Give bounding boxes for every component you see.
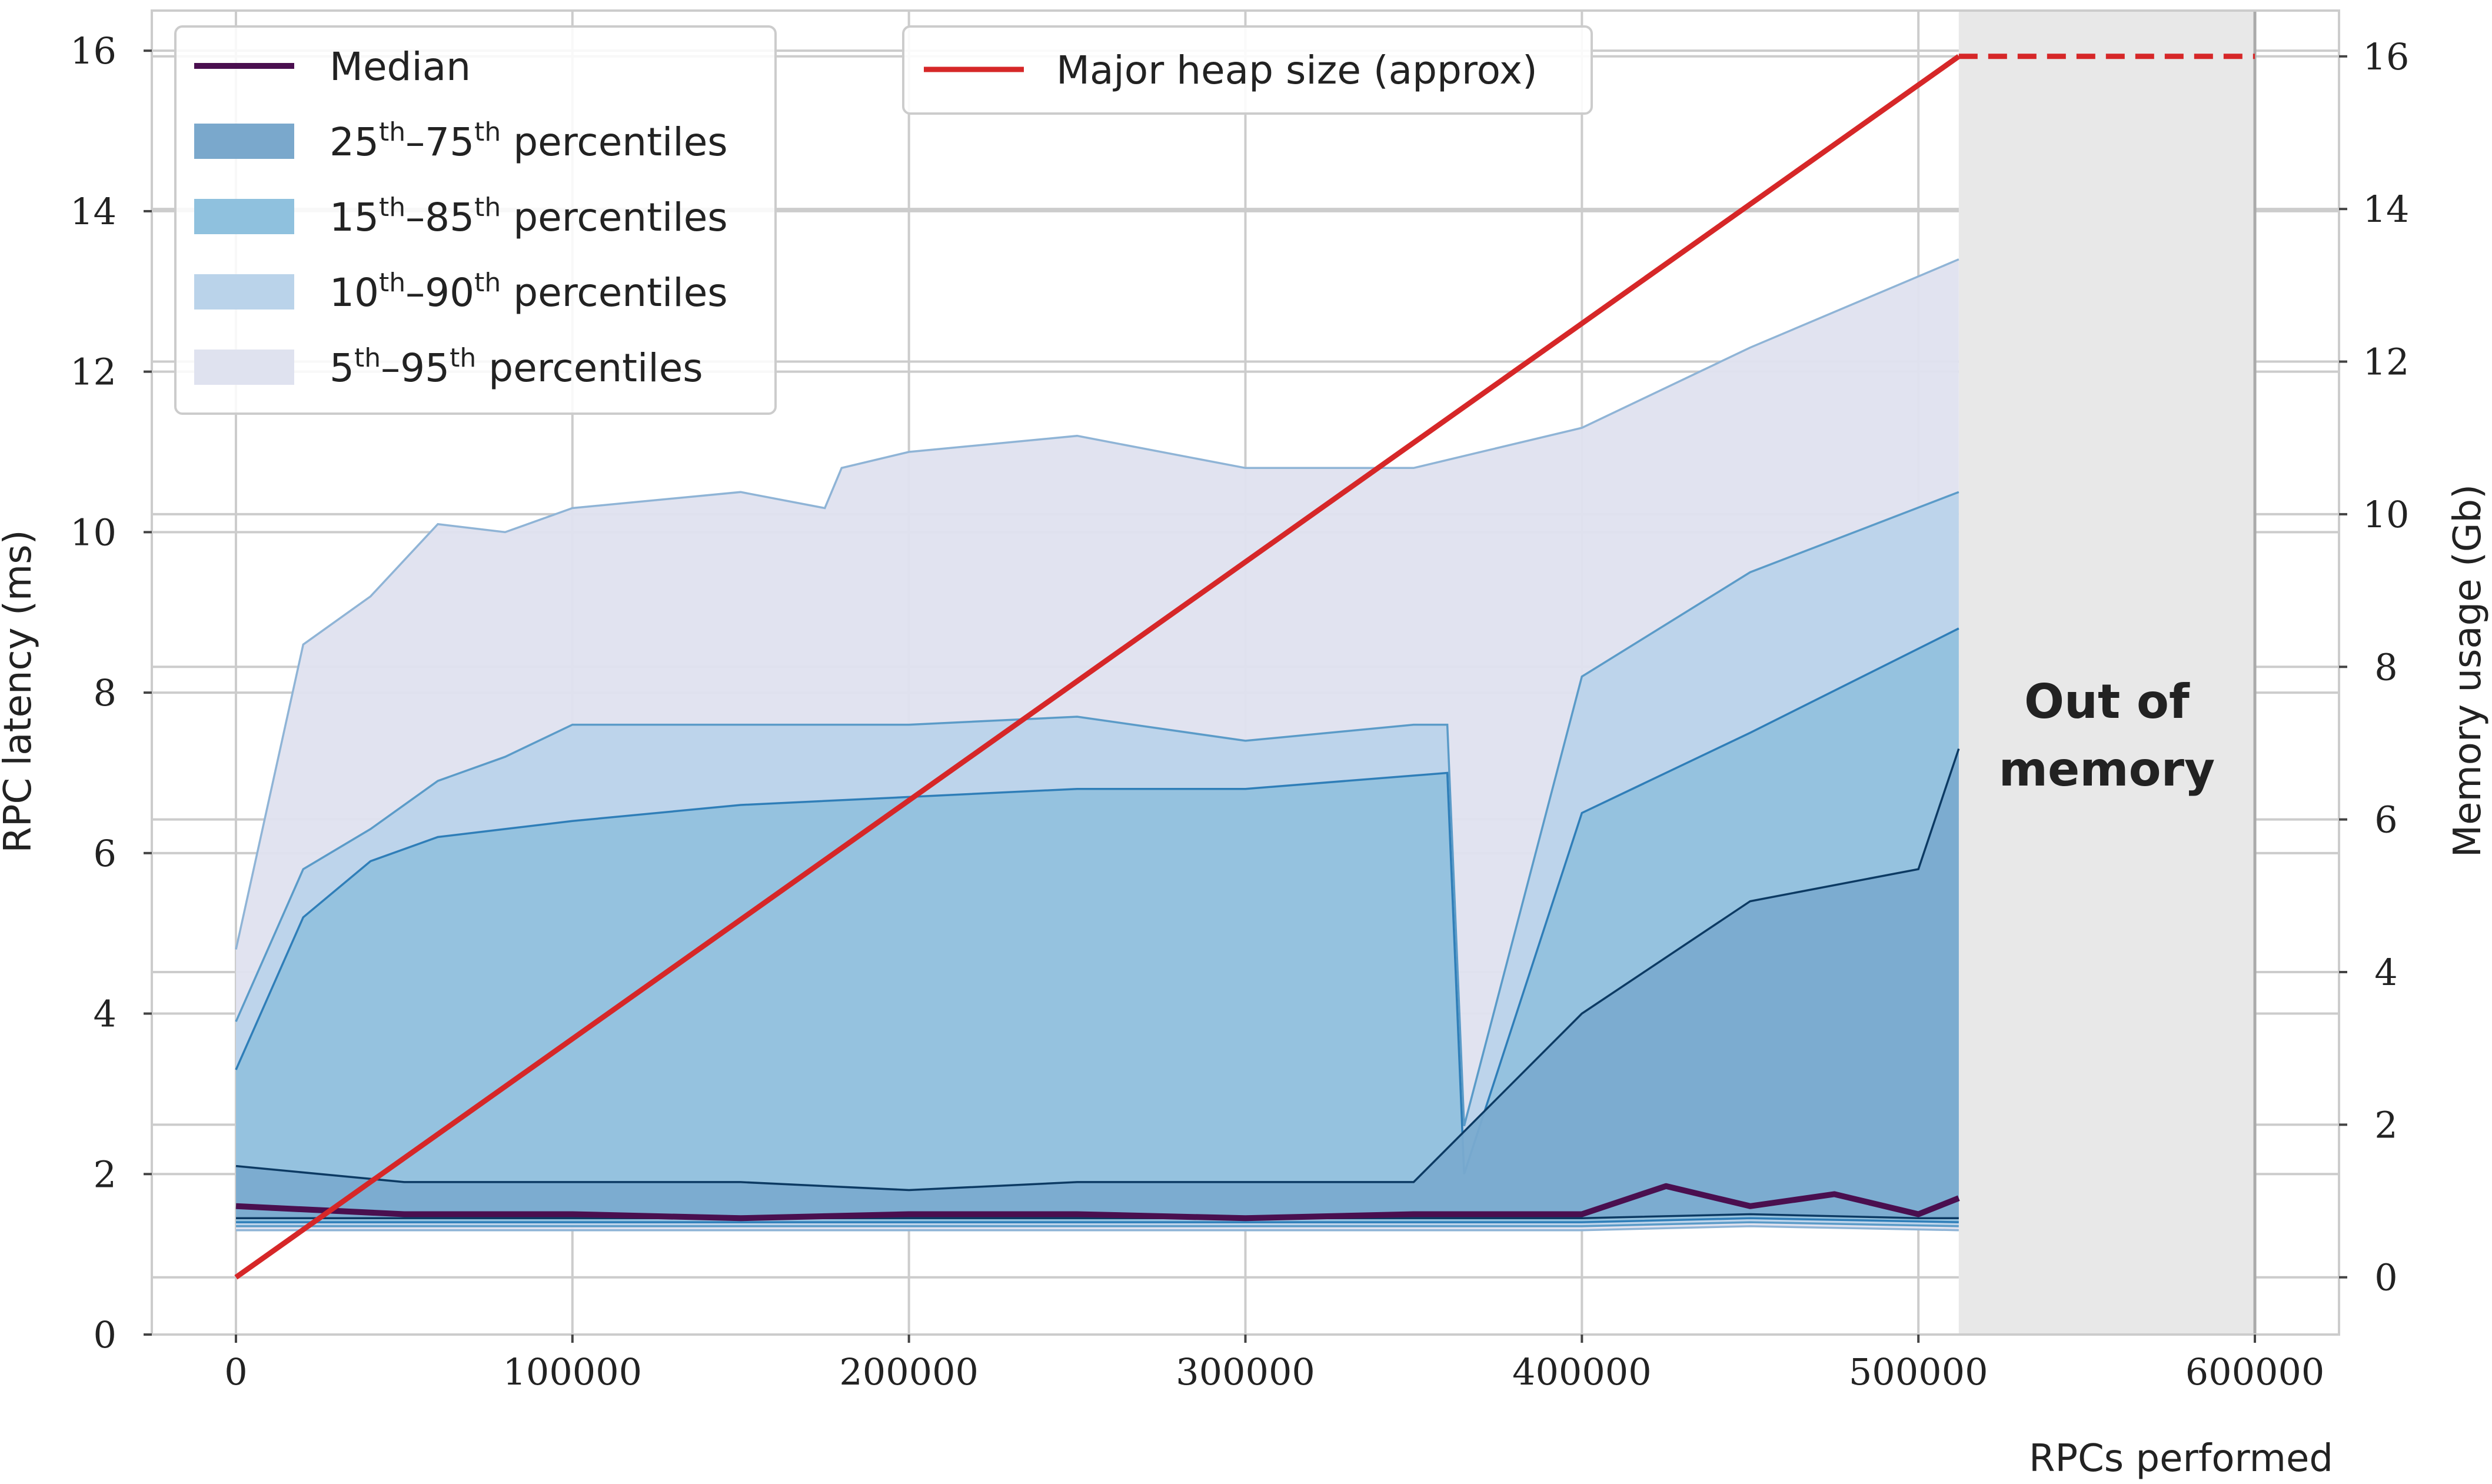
legend-heap: Major heap size (approx) (902, 25, 1593, 115)
band-25th–75th (236, 748, 1959, 1219)
y-tick-label: 6 (94, 832, 117, 875)
median-line (235, 1183, 1960, 1222)
x-axis-label: RPCs performed (2029, 1437, 2333, 1480)
legend-swatch-patch (194, 350, 294, 385)
x-tick-label: 0 (224, 1350, 247, 1393)
x-tick-label: 100000 (503, 1350, 642, 1393)
band-lower-15th–85th (236, 1217, 1959, 1223)
legend-label: 25th–75th percentiles (330, 117, 728, 165)
y-tick-label: 4 (94, 993, 117, 1036)
band-upper-25th–75th (235, 748, 1960, 1192)
oom-label-line1: Out of (2024, 674, 2190, 729)
axis-labels: RPCs performed RPC latency (ms) Memory u… (0, 484, 2490, 1480)
percentile-bands (235, 258, 1960, 1232)
y-axis-label: RPC latency (ms) (0, 530, 40, 853)
legend-label: 15th–85th percentiles (330, 192, 728, 241)
y2-tick-label: 12 (2363, 341, 2410, 384)
x-tick-label: 600000 (2185, 1350, 2325, 1393)
y-tick-label: 10 (70, 511, 117, 554)
y2-tick-label: 6 (2374, 798, 2397, 841)
band-upper-5th–95th (235, 258, 1959, 950)
y-tick-label: 0 (94, 1313, 117, 1356)
legend-label: Median (330, 44, 471, 89)
band-upper-10th–90th (235, 491, 1959, 1126)
x-tick-label: 200000 (839, 1350, 979, 1393)
heap-line-solid (234, 54, 1961, 1280)
y-tick-label: 12 (70, 351, 117, 394)
oom-shade (1958, 11, 2255, 1335)
legend-label: 10th–90th percentiles (330, 268, 728, 316)
legend-swatch-patch (194, 274, 294, 310)
median-series (235, 1183, 1960, 1222)
x-tick-label: 300000 (1176, 1350, 1315, 1393)
y2-tick-label: 0 (2374, 1256, 2397, 1299)
legend-swatch-patch (194, 199, 294, 234)
y2-axis-label: Memory usage (Gb) (2446, 484, 2490, 857)
axis-ticks: 0 100000 200000 300000 400000 500000 600000 0 2 4… (70, 29, 2409, 1393)
y2-tick-label: 4 (2374, 951, 2397, 994)
y-tick-label: 14 (70, 190, 117, 233)
band-lower-10th–90th (236, 1221, 1959, 1227)
y2-tick-label: 2 (2374, 1103, 2397, 1146)
legend-box (174, 25, 777, 415)
y2-tick-label: 14 (2363, 188, 2410, 231)
y2-tick-label: 10 (2363, 493, 2410, 536)
legend-box (902, 25, 1593, 115)
x-tick-label: 500000 (1849, 1350, 1988, 1393)
band-upper-15th–85th (235, 627, 1959, 1174)
legend-percentiles: Median 25th–75th percentiles 15th–85th per… (174, 25, 777, 415)
x-tick-label: 400000 (1512, 1350, 1652, 1393)
oom-label-line2: memory (1999, 742, 2215, 797)
heap-size-series (234, 54, 2255, 1280)
y-tick-label: 8 (94, 671, 117, 714)
band-lower-5th–95th (236, 1225, 1959, 1232)
legend-label: Major heap size (approx) (1056, 48, 1538, 93)
legend-swatch-patch (194, 124, 294, 159)
y2-tick-label: 8 (2374, 645, 2397, 688)
y2-tick-label: 16 (2363, 35, 2410, 78)
y-tick-label: 16 (70, 29, 117, 72)
out-of-memory-region: Out of memory (1958, 11, 2257, 1335)
legend-label: 5th–95th percentiles (330, 343, 703, 391)
y-tick-label: 2 (94, 1153, 117, 1196)
